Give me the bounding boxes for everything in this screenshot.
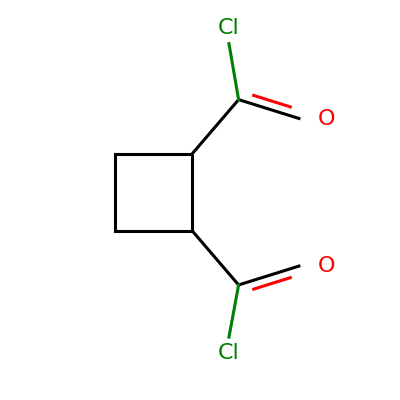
Text: O: O — [318, 256, 335, 276]
Text: Cl: Cl — [218, 343, 240, 363]
Text: Cl: Cl — [218, 18, 240, 38]
Text: O: O — [318, 109, 335, 129]
